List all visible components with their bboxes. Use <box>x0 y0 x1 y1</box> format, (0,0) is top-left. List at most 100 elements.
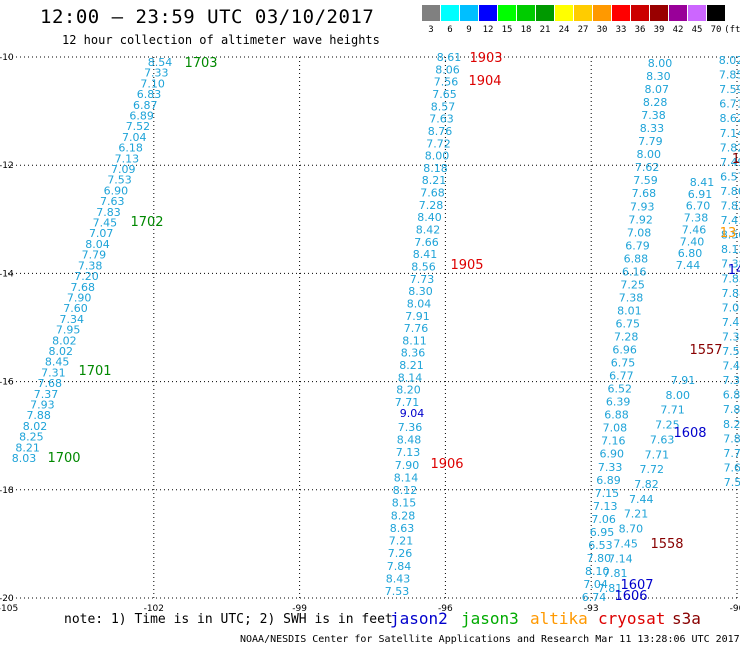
wave-height-value: 7.85 <box>721 272 740 285</box>
wave-height-value: 6.75 <box>616 317 641 330</box>
wave-height-value: 6.77 <box>609 370 634 383</box>
wave-height-value: 8.04 <box>407 297 432 310</box>
wave-height-value: 8.00 <box>636 148 661 161</box>
wave-height-value: 6.88 <box>604 409 629 422</box>
wave-height-value: 7.93 <box>630 200 655 213</box>
time-label: 1702 <box>130 215 163 230</box>
wave-height-value: 7.71 <box>395 396 420 409</box>
wave-height-value: 7.84 <box>387 560 412 573</box>
legend-label: 3 <box>428 25 434 35</box>
wave-height-value: 7.08 <box>603 422 628 435</box>
satellite-legend-item: jason2 <box>390 609 448 628</box>
wave-height-value: 7.63 <box>650 433 675 446</box>
wave-height-value: 8.03 <box>12 452 37 465</box>
time-label: 1703 <box>184 56 217 71</box>
wave-height-value: 7.56 <box>434 76 459 89</box>
wave-height-value: 6.75 <box>611 357 636 370</box>
wave-height-value: 8.21 <box>422 174 447 187</box>
lat-tick-label: -20 <box>0 594 14 604</box>
wave-height-value: 7.49 <box>720 156 740 169</box>
wave-height-value: 8.21 <box>15 441 40 454</box>
wave-height-value: 7.40 <box>680 235 705 248</box>
satellite-legend-item: s3a <box>672 609 701 628</box>
wave-height-value: 8.02 <box>52 334 77 347</box>
wave-height-value: 7.08 <box>627 226 652 239</box>
wave-height-value: 8.02 <box>719 54 740 67</box>
wave-height-value: 7.37 <box>722 330 740 343</box>
satellite-legend-item: altika <box>530 609 588 628</box>
wave-height-value: 6.71 <box>719 98 740 111</box>
wave-height-value: 7.81 <box>723 403 740 416</box>
time-label: 1558 <box>650 537 683 552</box>
lon-tick-label: -93 <box>584 604 599 614</box>
legend-label: 33 <box>615 25 627 35</box>
legend-label: 15 <box>501 25 513 35</box>
legend-label: 21 <box>539 25 551 35</box>
time-label: 1606 <box>614 589 647 604</box>
time-label: 1607 <box>620 578 653 593</box>
wave-height-value: 8.56 <box>721 229 740 242</box>
wave-height-value: 7.38 <box>721 258 740 271</box>
wave-height-value: 7.68 <box>37 377 62 390</box>
wave-height-value: 8.00 <box>648 57 673 70</box>
legend-swatch <box>555 5 573 21</box>
wave-height-value: 7.90 <box>67 291 92 304</box>
legend-swatch <box>612 5 630 21</box>
wave-height-value: 7.65 <box>432 88 457 101</box>
wave-height-value: 6.57 <box>720 170 740 183</box>
track-c: 8.008.308.078.287.388.337.798.007.627.59… <box>582 57 673 604</box>
time-labels: 1703 1702 1701 1700 1903 1904 1905 1906 1557 1558… <box>47 51 740 604</box>
wave-height-value: 7.68 <box>71 281 96 294</box>
track-e: 8.416.916.707.387.467.406.807.44 <box>676 176 715 272</box>
wave-height-value: 8.36 <box>401 347 426 360</box>
lon-tick-label: -96 <box>438 604 453 614</box>
time-label: 1903 <box>469 51 502 66</box>
legend-swatch <box>574 5 592 21</box>
wave-height-value: 8.30 <box>408 285 433 298</box>
wave-height-value: 7.32 <box>723 374 740 387</box>
wave-height-value: 7.79 <box>82 249 107 262</box>
wave-height-value: 6.89 <box>596 474 621 487</box>
wave-height-value: 8.14 <box>398 371 423 384</box>
wave-height-value: 7.93 <box>30 398 55 411</box>
time-label: 1608 <box>673 426 706 441</box>
wave-height-value: 7.04 <box>122 131 147 144</box>
lat-tick-label: -18 <box>0 486 14 496</box>
wave-height-value: 8.12 <box>393 484 418 497</box>
legend-label: 18 <box>520 25 532 35</box>
wave-height-value: 8.02 <box>49 345 74 358</box>
wave-height-value: 7.13 <box>593 500 618 513</box>
legend-label: 42 <box>672 25 684 35</box>
wave-height-value: 8.40 <box>417 211 442 224</box>
wave-height-value: 7.59 <box>722 345 740 358</box>
legend-label: 30 <box>596 25 608 35</box>
wave-height-value: 7.81 <box>598 582 623 595</box>
legend-swatch <box>536 5 554 21</box>
time-label: 1906 <box>430 457 463 472</box>
wave-height-value: 7.38 <box>684 212 709 225</box>
wave-height-value: 7.82 <box>634 478 659 491</box>
wave-height-value: 8.70 <box>619 523 644 536</box>
wave-height-value: 6.80 <box>678 247 703 260</box>
wave-height-value: 7.86 <box>720 185 740 198</box>
lat-tick-label: -14 <box>0 269 14 279</box>
wave-height-value: 7.21 <box>624 508 649 521</box>
wave-height-value: 8.02 <box>23 420 48 433</box>
wave-height-value: 7.16 <box>601 435 626 448</box>
wave-height-value: 7.79 <box>638 135 663 148</box>
lat-tick-label: -12 <box>0 161 14 171</box>
wave-height-value: 7.20 <box>74 270 99 283</box>
wave-height-value: 7.76 <box>404 322 429 335</box>
wave-height-value: 7.71 <box>645 448 670 461</box>
wave-height-value: 7.38 <box>78 259 103 272</box>
wave-height-value: 7.53 <box>107 174 132 187</box>
wave-height-value: 8.28 <box>391 509 416 522</box>
legend-label: 36 <box>634 25 646 35</box>
wave-height-value: 7.33 <box>144 67 169 80</box>
wave-height-value: 7.26 <box>388 547 413 560</box>
wave-height-value: 7.25 <box>620 278 645 291</box>
legend-label: 24 <box>558 25 570 35</box>
legend-label: 27 <box>577 25 589 35</box>
track-d: 8.027.857.596.718.627.147.827.496.577.86… <box>719 54 740 489</box>
